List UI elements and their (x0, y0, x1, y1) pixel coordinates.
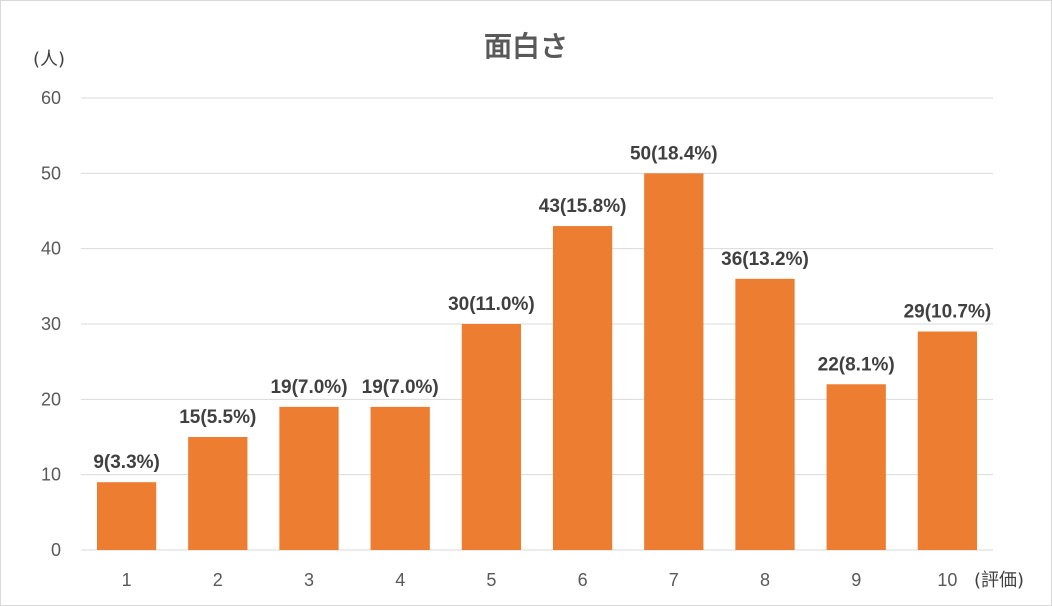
data-label: 36(13.2%) (721, 249, 809, 270)
x-tick-label: 4 (395, 570, 405, 590)
data-label: 29(10.7%) (904, 302, 992, 323)
data-label: 43(15.8%) (539, 196, 627, 217)
y-axis-ticks: 0 10 20 30 40 50 60 (41, 88, 61, 560)
chart-title: 面白さ (484, 30, 568, 63)
bar (188, 437, 248, 550)
bar (552, 226, 613, 551)
bars (96, 173, 978, 551)
y-tick-label: 50 (41, 163, 61, 183)
data-label: 19(7.0%) (362, 377, 439, 398)
x-tick-label: 8 (760, 570, 770, 590)
x-tick-label: 9 (851, 570, 861, 590)
y-tick-label: 20 (41, 389, 61, 409)
data-label: 9(3.3%) (93, 452, 160, 473)
x-tick-label: 5 (486, 570, 496, 590)
x-tick-label: 6 (578, 570, 588, 590)
x-tick-label: 3 (304, 570, 314, 590)
data-label: 30(11.0%) (448, 294, 535, 315)
data-labels: 9(3.3%) 15(5.5%) 19(7.0%) 19(7.0%) 30(11.0%)… (93, 143, 991, 473)
y-axis-unit-label: (人) (33, 49, 65, 70)
y-tick-label: 40 (41, 239, 61, 259)
data-label: 15(5.5%) (179, 407, 256, 428)
y-tick-label: 60 (41, 88, 61, 108)
bar (735, 278, 795, 550)
bar (461, 324, 522, 550)
y-tick-label: 0 (51, 540, 61, 560)
bar (644, 173, 704, 551)
x-axis-unit-label: (評価) (974, 570, 1024, 591)
data-label: 50(18.4%) (630, 143, 718, 164)
bar (917, 331, 978, 550)
x-tick-label: 2 (213, 570, 223, 590)
x-axis-ticks: 1 2 3 4 5 6 7 8 9 10 (122, 570, 958, 590)
y-tick-label: 10 (41, 465, 61, 485)
data-label: 22(8.1%) (818, 354, 895, 375)
bar (370, 406, 430, 550)
bar (279, 406, 339, 550)
bar (826, 384, 886, 550)
bar (96, 482, 157, 550)
x-tick-label: 10 (937, 570, 957, 590)
y-tick-label: 30 (41, 314, 61, 334)
x-tick-label: 1 (122, 570, 132, 590)
x-tick-label: 7 (669, 570, 679, 590)
data-label: 19(7.0%) (270, 377, 347, 398)
